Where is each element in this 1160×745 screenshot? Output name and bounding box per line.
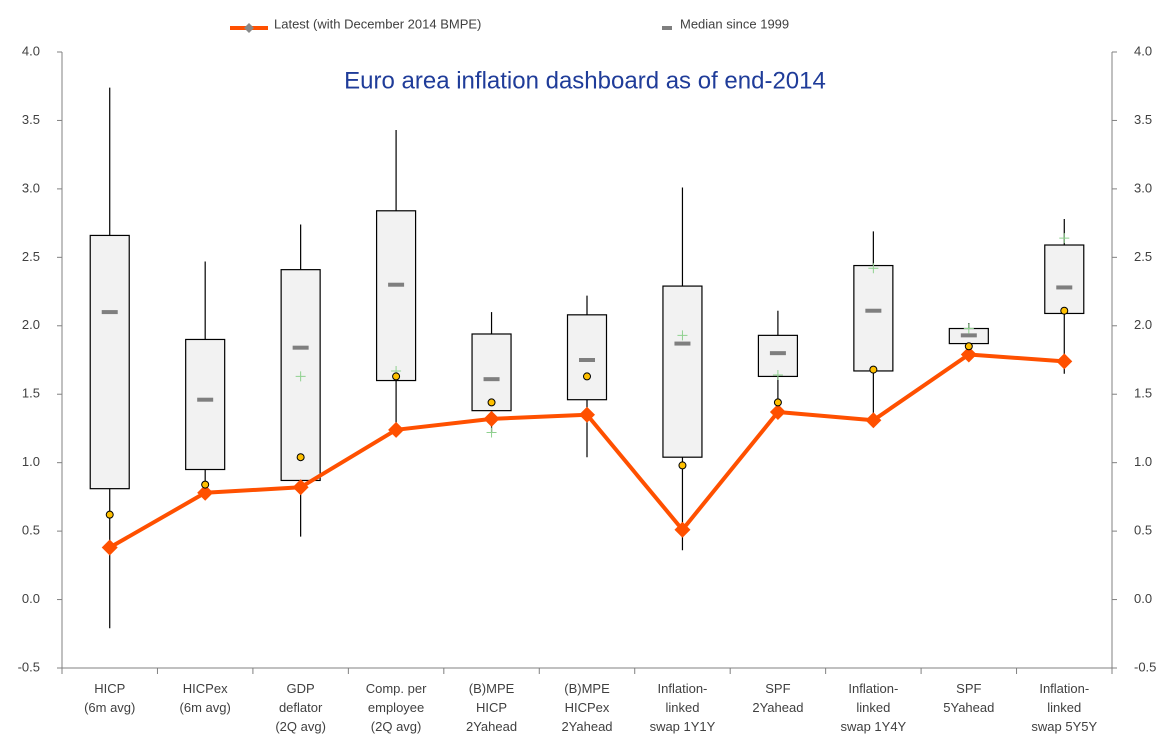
y2-tick-label: -0.5 xyxy=(1134,659,1156,674)
median xyxy=(101,310,118,315)
y-tick-label: 1.0 xyxy=(22,454,40,469)
legend-median xyxy=(662,26,672,30)
legend-label: Median since 1999 xyxy=(680,16,789,31)
y2-tick-label: 4.0 xyxy=(1134,43,1152,58)
y2-tick-label: 2.0 xyxy=(1134,317,1152,332)
y2-tick-label: 3.0 xyxy=(1134,180,1152,195)
dot xyxy=(964,342,973,351)
chart-title: Euro area inflation dashboard as of end-… xyxy=(344,67,826,94)
legend-label: Latest (with December 2014 BMPE) xyxy=(274,16,481,31)
median xyxy=(1056,285,1073,290)
latest-marker xyxy=(101,539,118,556)
latest-marker xyxy=(865,412,882,429)
plus xyxy=(486,427,497,438)
x-tick-label: SPF 2Yahead xyxy=(752,681,803,715)
dot xyxy=(1060,306,1069,315)
median xyxy=(960,333,977,338)
dot xyxy=(105,510,114,519)
y-tick-label: 3.5 xyxy=(22,112,40,127)
x-tick-label: HICPex (6m avg) xyxy=(180,681,231,715)
box xyxy=(566,314,608,401)
plus xyxy=(295,371,306,382)
latest-marker xyxy=(197,484,214,501)
y2-tick-label: 1.5 xyxy=(1134,386,1152,401)
plus xyxy=(772,370,783,381)
legend-marker xyxy=(244,23,254,33)
box xyxy=(1044,244,1085,315)
box xyxy=(89,234,130,490)
median xyxy=(483,377,500,382)
y-tick-label: 3.0 xyxy=(22,180,40,195)
median xyxy=(197,397,214,402)
plus xyxy=(868,263,879,274)
dot xyxy=(583,372,591,381)
latest-marker xyxy=(292,479,309,496)
plus xyxy=(1059,233,1070,244)
dot xyxy=(296,453,305,462)
y2-tick-label: 1.0 xyxy=(1134,454,1152,469)
latest-marker xyxy=(769,404,786,421)
box xyxy=(375,210,417,382)
x-tick-label: HICP (6m avg) xyxy=(84,681,135,715)
y-tick-label: 0.5 xyxy=(22,523,40,538)
y-tick-label: -0.5 xyxy=(18,659,40,674)
y2-tick-label: 0.0 xyxy=(1134,591,1152,606)
median xyxy=(388,282,405,287)
x-tick-label: Comp. per employee (2Q avg) xyxy=(366,681,427,734)
dot xyxy=(678,461,687,470)
latest-marker xyxy=(388,421,405,438)
y2-tick-label: 2.5 xyxy=(1134,249,1152,264)
y-tick-label: 1.5 xyxy=(22,386,40,401)
dot xyxy=(392,372,401,381)
plus xyxy=(963,323,974,334)
median xyxy=(865,308,882,313)
box xyxy=(757,334,799,378)
y-tick-label: 2.5 xyxy=(22,249,40,264)
y2-tick-label: 3.5 xyxy=(1134,112,1152,127)
x-tick-label: (B)MPE HICPex 2Yahead xyxy=(561,681,612,734)
latest-marker xyxy=(960,346,977,363)
x-tick-label: SPF 5Yahead xyxy=(943,681,994,715)
latest-marker xyxy=(579,406,595,423)
median xyxy=(292,345,309,350)
box xyxy=(662,285,703,458)
x-tick-label: Inflation-linked swap 1Y4Y xyxy=(840,681,906,734)
y2-tick-label: 0.5 xyxy=(1134,523,1152,538)
median xyxy=(674,341,691,346)
dot xyxy=(201,480,210,489)
median xyxy=(769,351,786,356)
dot xyxy=(869,365,878,374)
x-tick-label: GDP deflator (2Q avg) xyxy=(275,681,326,734)
x-tick-label: Inflation-linked swap 1Y1Y xyxy=(650,681,716,734)
y-tick-label: 4.0 xyxy=(22,43,40,58)
x-tick-label: Inflation-linked swap 5Y5Y xyxy=(1031,681,1097,734)
box xyxy=(185,338,226,471)
y-tick-label: 2.0 xyxy=(22,317,40,332)
dot xyxy=(487,398,496,407)
latest-marker xyxy=(483,410,500,427)
latest-marker xyxy=(1056,353,1073,370)
median xyxy=(579,358,595,362)
y-tick-label: 0.0 xyxy=(22,591,40,606)
box xyxy=(853,264,894,372)
box xyxy=(471,333,512,412)
dot xyxy=(773,398,782,407)
plus xyxy=(677,330,688,341)
x-tick-label: (B)MPE HICP 2Yahead xyxy=(466,681,517,734)
latest-marker xyxy=(674,521,691,538)
